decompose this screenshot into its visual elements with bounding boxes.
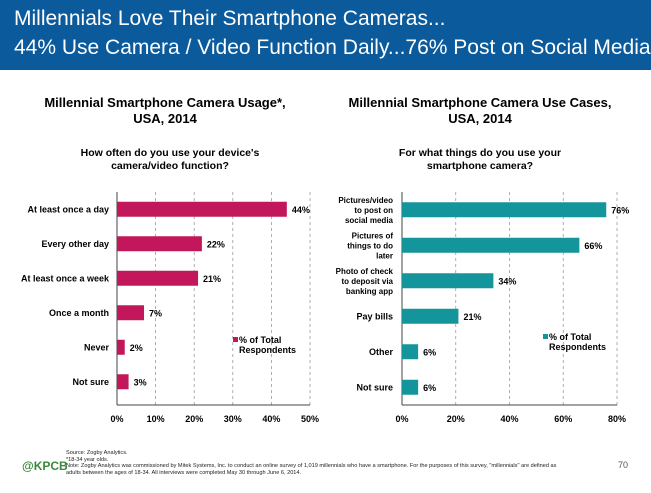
usage-data-label: 22% [207,239,225,249]
usage-data-label: 21% [203,274,221,284]
usage-category-label: At least once a week [21,273,110,283]
usecase-data-label: 6% [423,347,436,357]
usecase-bar [402,379,419,395]
usecase-bar [402,202,607,218]
usecase-data-label: 34% [498,276,516,286]
usage-x-tick-label: 30% [224,414,242,424]
right-chart-subtitle-line2: smartphone camera? [426,160,534,172]
usecase-x-tick-label: 20% [447,414,465,424]
header-title-line2: 44% Use Camera / Video Function Daily...… [14,36,651,59]
usecase-category-label: banking app [346,287,393,296]
usecase-category-label: Other [369,347,394,357]
usecase-category-label: Photo of check [336,267,394,276]
usage-x-tick-label: 0% [110,414,123,424]
usage-x-tick-label: 40% [262,414,280,424]
usecase-x-tick-label: 80% [608,414,626,424]
usecase-bar [402,308,459,324]
usage-legend-label: Respondents [239,345,296,355]
usage-x-tick-label: 10% [147,414,165,424]
left-chart-title-line1: Millennial Smartphone Camera Usage*, [44,95,286,110]
usage-bar [117,339,125,355]
usecase-category-label: Not sure [356,382,393,392]
footer-note-1: *18-34 year olds. [66,456,109,463]
usecase-x-tick-label: 0% [395,414,408,424]
footer-source: Source: Zogby Analytics. [66,450,128,456]
usecase-category-label: Pay bills [356,311,393,321]
usecase-bar [402,344,419,360]
usage-data-label: 3% [134,377,147,387]
left-chart-subtitle-line1: How often do you use your device's [80,147,260,159]
left-chart-title-line2: USA, 2014 [133,111,197,126]
right-chart-title: Millennial Smartphone Camera Use Cases, … [335,95,625,127]
right-chart-subtitle: For what things do you use your smartpho… [360,147,600,173]
header-banner: Millennials Love Their Smartphone Camera… [0,0,651,70]
usage-bar [117,305,145,321]
usage-category-label: Once a month [49,308,109,318]
usecase-bar [402,237,580,253]
usage-category-label: Not sure [72,377,109,387]
footer-notes: Source: Zogby Analytics. *18-34 year old… [66,450,614,476]
usecase-legend-swatch [543,334,548,339]
usage-legend-label: % of Total [239,335,281,345]
left-chart-subtitle-line2: camera/video function? [111,160,229,172]
usecase-category-label: social media [345,216,394,225]
kpcb-logo: @KPCB [22,459,68,473]
right-chart-title-line2: USA, 2014 [448,111,512,126]
right-chart-title-line1: Millennial Smartphone Camera Use Cases, [348,95,612,110]
usage-x-tick-label: 50% [301,414,319,424]
usecase-category-label: to post on [354,206,393,215]
usecase-x-tick-label: 60% [554,414,572,424]
usage-data-label: 7% [149,308,162,318]
usage-bar [117,270,199,286]
footer-note-3: adults between the ages of 18-34. All in… [66,469,302,476]
usage-category-label: At least once a day [27,204,109,214]
usecase-category-label: to deposit via [341,277,393,286]
usage-data-label: 2% [130,343,143,353]
usage-bar [117,236,202,252]
usecase-legend-label: % of Total [549,332,591,342]
usecase-category-label: Pictures of [352,231,394,240]
usecase-legend-label: Respondents [549,342,606,352]
page-number: 70 [618,460,629,470]
usecase-bar [402,273,494,289]
usage-bar [117,374,129,390]
usecase-data-label: 21% [463,312,481,322]
usage-bar [117,201,287,217]
usecase-data-label: 76% [611,205,629,215]
usecase-x-tick-label: 40% [500,414,518,424]
usecase-category-label: things to do [347,241,393,250]
usecase-data-label: 6% [423,383,436,393]
usecase-data-label: 66% [584,241,602,251]
right-chart-subtitle-line1: For what things do you use your [398,147,562,159]
left-chart-subtitle: How often do you use your device's camer… [55,147,285,173]
left-chart-title: Millennial Smartphone Camera Usage*, USA… [30,95,300,127]
usage-category-label: Never [84,342,110,352]
usecase-category-label: later [376,251,393,260]
footer-note-2: Note: Zogby Analytics was commissioned b… [66,463,557,470]
usage-category-label: Every other day [41,239,109,249]
usage-x-tick-label: 20% [185,414,203,424]
usage-legend-swatch [233,337,238,342]
usecase-category-label: Pictures/video [338,196,393,205]
usage-data-label: 44% [292,205,310,215]
header-title-line1: Millennials Love Their Smartphone Camera… [14,7,446,30]
